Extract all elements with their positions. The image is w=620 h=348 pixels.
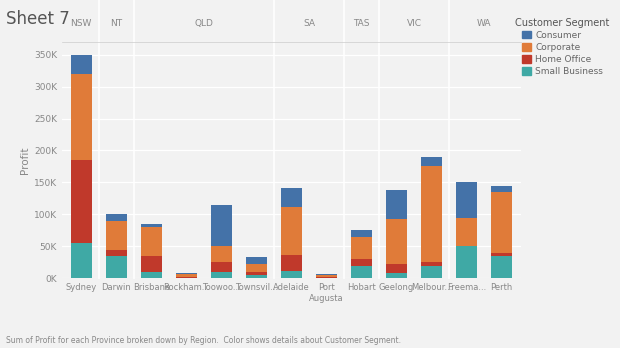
Bar	[351, 230, 372, 237]
Bar	[211, 246, 232, 262]
Text: QLD: QLD	[195, 18, 213, 27]
Bar	[211, 262, 232, 272]
Bar	[456, 246, 477, 278]
Bar	[421, 157, 442, 166]
Text: Sum of Profit for each Province broken down by Region.  Color shows details abou: Sum of Profit for each Province broken d…	[6, 335, 401, 345]
Text: WA: WA	[477, 18, 491, 27]
Bar	[316, 274, 337, 275]
Bar	[386, 273, 407, 278]
Y-axis label: Profit: Profit	[20, 146, 30, 174]
Bar	[211, 272, 232, 278]
Bar	[386, 219, 407, 264]
Text: TAS: TAS	[353, 18, 370, 27]
Bar	[491, 253, 512, 256]
Text: SA: SA	[303, 18, 315, 27]
Bar	[351, 259, 372, 266]
Bar	[141, 272, 162, 278]
Bar	[421, 262, 442, 266]
Bar	[211, 205, 232, 246]
Bar	[141, 256, 162, 272]
Bar	[351, 237, 372, 259]
Text: NT: NT	[110, 18, 122, 27]
Bar	[316, 277, 337, 278]
Text: VIC: VIC	[407, 18, 422, 27]
Bar	[71, 74, 92, 160]
Bar	[316, 275, 337, 277]
Bar	[351, 266, 372, 278]
Bar	[281, 188, 302, 207]
Bar	[421, 166, 442, 262]
Bar	[421, 266, 442, 278]
Bar	[491, 192, 512, 253]
Bar	[141, 227, 162, 256]
Bar	[281, 271, 302, 278]
Bar	[456, 218, 477, 246]
Bar	[176, 274, 197, 277]
Bar	[106, 221, 127, 250]
Bar	[246, 257, 267, 264]
Bar	[246, 264, 267, 272]
Bar	[246, 272, 267, 275]
Bar	[456, 182, 477, 218]
Bar	[106, 256, 127, 278]
Bar	[386, 264, 407, 273]
Bar	[176, 277, 197, 278]
Bar	[281, 207, 302, 255]
Bar	[246, 275, 267, 278]
Bar	[176, 272, 197, 274]
Text: Sheet 7: Sheet 7	[6, 10, 70, 29]
Bar	[71, 160, 92, 243]
Bar	[491, 186, 512, 192]
Bar	[71, 55, 92, 74]
Bar	[491, 256, 512, 278]
Text: NSW: NSW	[71, 18, 92, 27]
Bar	[106, 250, 127, 256]
Bar	[141, 224, 162, 227]
Legend: Consumer, Corporate, Home Office, Small Business: Consumer, Corporate, Home Office, Small …	[513, 15, 613, 79]
Bar	[386, 190, 407, 219]
Bar	[71, 243, 92, 278]
Bar	[281, 255, 302, 271]
Bar	[106, 214, 127, 221]
